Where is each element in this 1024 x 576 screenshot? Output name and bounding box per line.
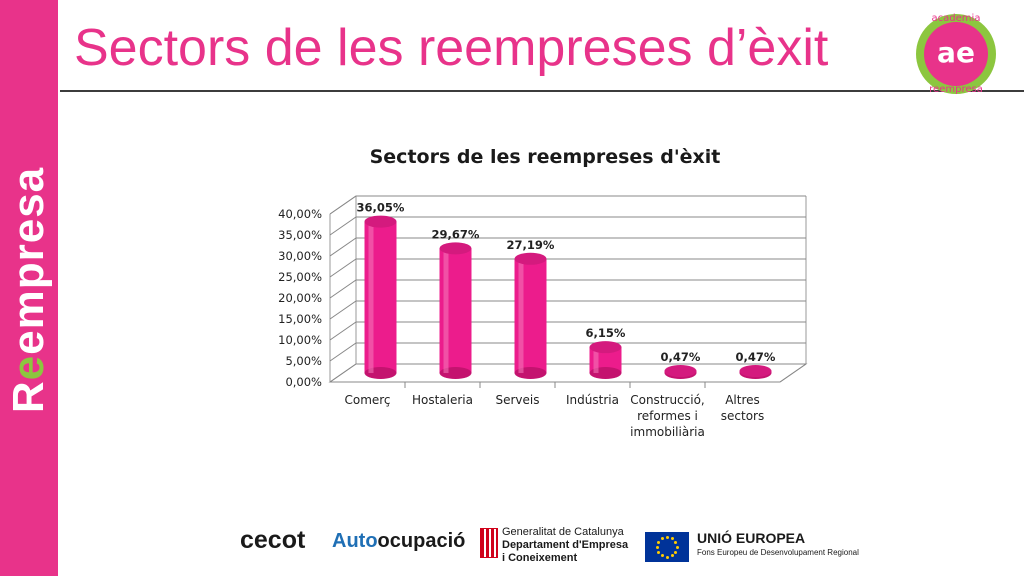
bar-0 [364,215,397,379]
x-tick-label: Serveis [495,393,539,407]
x-tick-label: Hostaleria [412,393,473,407]
data-label: 6,15% [586,326,626,340]
bar-top [364,215,397,228]
eu-logo-text: UNIÓ EUROPEA Fons Europeu de Desenvolupa… [697,530,859,557]
gridline [329,279,806,299]
bar-top [664,365,697,378]
gencat-flag-icon [480,528,498,558]
eu-flag-icon [645,532,689,562]
y-tick-label: 10,00% [278,333,322,347]
footer-logos: cecot Autoocupació Generalitat de Catalu… [0,522,1024,570]
gridline [329,258,806,278]
bar-highlight [593,347,599,373]
x-tick-label: Construcció, [630,393,705,407]
y-tick-label: 20,00% [278,291,322,305]
gridline [329,363,806,383]
bar-1 [439,242,472,379]
academia-logo: academia ae reempresa [916,13,996,95]
eu-star-icon [665,535,669,539]
title-divider [60,90,1024,92]
data-label: 36,05% [357,201,405,215]
gencat-line1: Generalitat de Catalunya [502,526,624,538]
gencat-line3: i Coneixement [502,552,578,564]
cecot-logo: cecot [240,526,306,554]
bar-3 [589,341,622,379]
eu-star-icon [656,540,660,544]
logo-badge: ae [924,22,988,86]
eu-star-icon [655,545,659,549]
bar-4 [664,365,697,379]
eu-subtitle: Fons Europeu de Desenvolupament Regional [697,548,859,557]
y-tick-label: 25,00% [278,270,322,284]
eu-star-icon [660,536,664,540]
y-tick-label: 35,00% [278,228,322,242]
x-tick-label: immobiliària [630,425,705,439]
brand-sidebar: Reempresa [0,0,58,576]
y-tick-label: 5,00% [285,354,322,368]
eu-star-icon [674,550,678,554]
logo-mark: ae [937,36,975,69]
y-tick-label: 30,00% [278,249,322,263]
gridline [329,342,806,362]
bar-top [589,341,622,354]
bar-top [439,242,472,255]
data-label: 0,47% [736,350,776,364]
data-label: 29,67% [432,227,480,241]
eu-star-icon [670,536,674,540]
bar-top [739,365,772,378]
y-tick-label: 40,00% [278,207,322,221]
gencat-line2: Departament d'Empresa [502,539,629,551]
bar-2 [514,252,547,379]
eu-star-icon [660,554,664,558]
bar-highlight [368,221,374,373]
logo-bottom-text: reempresa [929,84,983,95]
eu-star-icon [665,555,669,559]
x-tick-label: sectors [721,409,764,423]
eu-title: UNIÓ EUROPEA [697,530,806,546]
autoocupacio-logo: Autoocupació [332,530,465,553]
autoocupacio-part1: Auto [332,530,378,552]
data-label: 0,47% [661,350,701,364]
chart-title: Sectors de les reempreses d'èxit [369,146,721,168]
y-tick-label: 15,00% [278,312,322,326]
x-tick-label: Comerç [344,393,390,407]
y-tick-label: 0,00% [285,375,322,389]
gencat-logo-text: Generalitat de Catalunya Departament d'E… [502,526,628,565]
chart-floor [328,363,808,383]
gridline [329,216,806,236]
gridline [329,237,806,257]
eu-star-icon [656,550,660,554]
autoocupacio-part2: ocupació [377,530,466,552]
bar-5 [739,365,772,379]
bar-highlight [443,248,449,373]
gridline [329,300,806,320]
x-tick-label: Altres [725,393,760,407]
x-tick-label: Indústria [566,393,619,407]
x-tick-label: reformes i [637,409,698,423]
eu-star-icon [675,545,679,549]
gridline [329,195,806,215]
data-label: 27,19% [507,238,555,252]
logo-top-text: academia [931,13,981,24]
bar-top [514,252,547,265]
eu-star-icon [670,554,674,558]
x-axis-depth [779,363,807,383]
gridline [329,321,806,341]
eu-star-icon [674,540,678,544]
page-title: Sectors de les reempreses d’èxit [74,19,829,77]
bar-highlight [518,258,524,373]
